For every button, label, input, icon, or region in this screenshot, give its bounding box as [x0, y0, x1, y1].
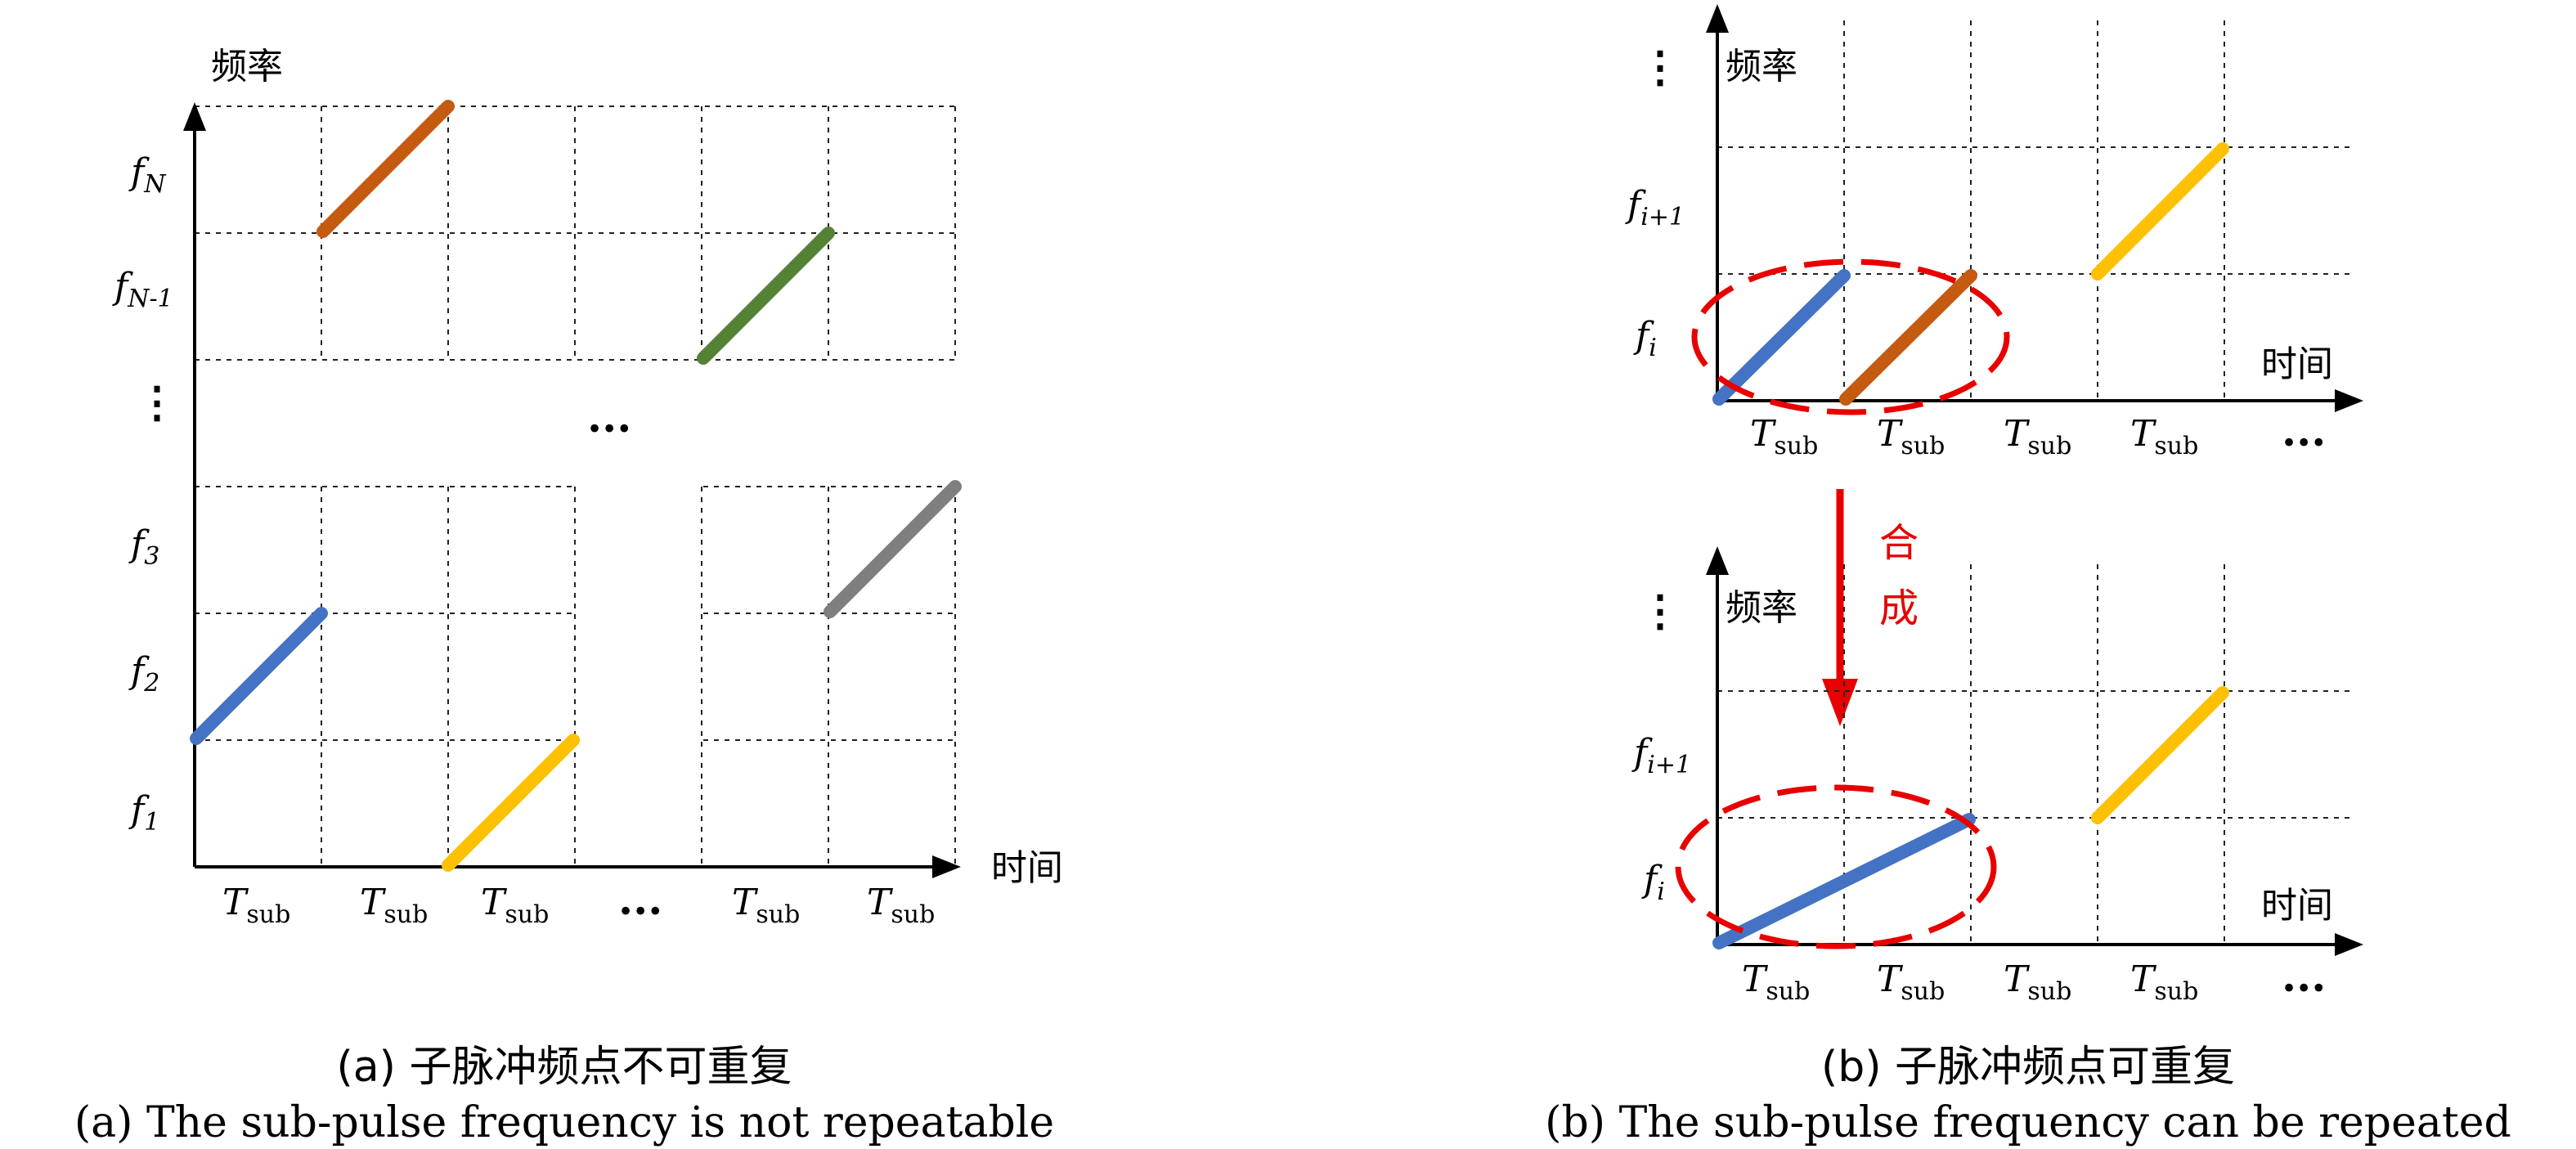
panel-b-bottom-x-label-4: Tsub [2130, 958, 2198, 1006]
panel-a-segment-gray [824, 480, 962, 618]
panel-b-bottom-segment-yellow [2091, 686, 2229, 824]
panel-b-bottom-y-axis-label: 频率 [1726, 587, 1797, 629]
panel-b-top-y-label-fi+1: fi+1 [1625, 184, 1685, 231]
panel-a-y-label-f1: f1 [128, 789, 159, 837]
panel-a-mid-ellipsis: ... [587, 393, 631, 442]
panel-b-caption-en: (b) The sub-pulse frequency can be repea… [1545, 1098, 2511, 1147]
panel-b-bottom-x-axis-label: 时间 [2261, 885, 2333, 927]
panel-b-bottom-x-arrow [2335, 933, 2363, 956]
panel-b-bottom-segment-blue [1712, 813, 1976, 949]
panel-b-top-segment-blue [1712, 269, 1851, 406]
panel-a-y-label-fN-1: fN-1 [112, 266, 173, 313]
panel-b-bottom-y-label-fi: fi [1641, 859, 1665, 906]
panel-b-caption-cn: (b) 子脉冲频点可重复 [1821, 1043, 2235, 1092]
panel-a-x-label-2: Tsub [360, 882, 428, 929]
panel-b-top-y-arrow [1706, 4, 1729, 33]
panel-a-y-vertical-ellipsis: ⋮ [136, 378, 178, 428]
panel-b-bottom-y-label-fi+1: fi+1 [1631, 732, 1691, 779]
panel-b-bottom-y-arrow [1706, 546, 1729, 575]
synthesis-label-1: 合 [1879, 520, 1919, 566]
panel-a-x-arrow [932, 855, 961, 878]
panel-a-caption-cn: (a) 子脉冲频点不可重复 [337, 1043, 792, 1092]
panel-b-bottom-x-label-3: Tsub [2004, 958, 2071, 1006]
panel-a-x-label-4: Tsub [732, 882, 800, 929]
panel-b-bottom: 频率 时间 ⋮ fi+1 fi Tsub Tsub Tsub Tsub ... … [1545, 546, 2511, 1147]
panel-b-top-x-axis-label: 时间 [2261, 343, 2333, 385]
panel-b-bottom-y-vertical-ellipsis: ⋮ [1639, 586, 1681, 636]
panel-b-top-y-vertical-ellipsis: ⋮ [1639, 43, 1681, 92]
panel-a-y-label-f2: f2 [128, 650, 159, 698]
panel-b-top-x-label-1: Tsub [1750, 413, 1818, 460]
panel-b-top-x-label-4: Tsub [2130, 413, 2198, 460]
panel-b-top-y-axis-label: 频率 [1726, 46, 1797, 88]
panel-a-y-label-f3: f3 [128, 523, 159, 571]
panel-b-top: 频率 时间 ⋮ fi+1 fi Tsub Tsub Tsub Tsub ... [1625, 4, 2363, 460]
panel-a-grid [195, 105, 957, 867]
panel-a-x-label-5: Tsub [867, 882, 935, 929]
panel-b-bottom-x-label-1: Tsub [1742, 958, 1810, 1006]
panel-a-segment-orange [316, 100, 455, 238]
panel-a: 频率 时间 fN fN-1 ⋮ f3 f2 f1 ... Tsub Tsub T… [74, 46, 1063, 1147]
panel-b-top-highlight-ellipse [1691, 258, 2010, 415]
panel-a-segment-green [697, 227, 835, 365]
synthesis-arrow-head [1822, 679, 1858, 726]
panel-a-y-label-fN: fN [128, 151, 167, 199]
panel-a-x-label-3: Tsub [481, 882, 549, 929]
panel-b-bottom-highlight-ellipse [1675, 784, 1997, 949]
panel-b-top-x-ellipsis: ... [2282, 406, 2326, 456]
panel-b-bottom-x-ellipsis: ... [2282, 952, 2326, 1002]
panel-a-x-ellipsis: ... [618, 875, 662, 925]
panel-a-segment-blue [190, 607, 328, 745]
panel-a-caption-en: (a) The sub-pulse frequency is not repea… [74, 1098, 1054, 1147]
panel-a-x-axis-label: 时间 [991, 847, 1063, 889]
panel-a-y-axis-label: 频率 [211, 46, 283, 88]
panel-b-top-segment-orange [1839, 269, 1977, 406]
synthesis-label-2: 成 [1879, 586, 1919, 631]
panel-a-segment-yellow [442, 734, 580, 872]
panel-b-bottom-x-label-2: Tsub [1877, 958, 1945, 1006]
panel-b-top-x-label-2: Tsub [1877, 413, 1945, 460]
panel-a-x-label-1: Tsub [222, 882, 290, 929]
panel-b-top-x-label-3: Tsub [2004, 413, 2071, 460]
panel-b-bottom-grid [1717, 564, 2355, 945]
panel-b-top-x-arrow [2335, 389, 2363, 412]
panel-a-y-arrow [183, 102, 206, 131]
panel-b-top-segment-yellow [2091, 142, 2229, 281]
panel-b-top-y-label-fi: fi [1633, 315, 1657, 362]
panel-b-top-grid [1717, 20, 2355, 401]
